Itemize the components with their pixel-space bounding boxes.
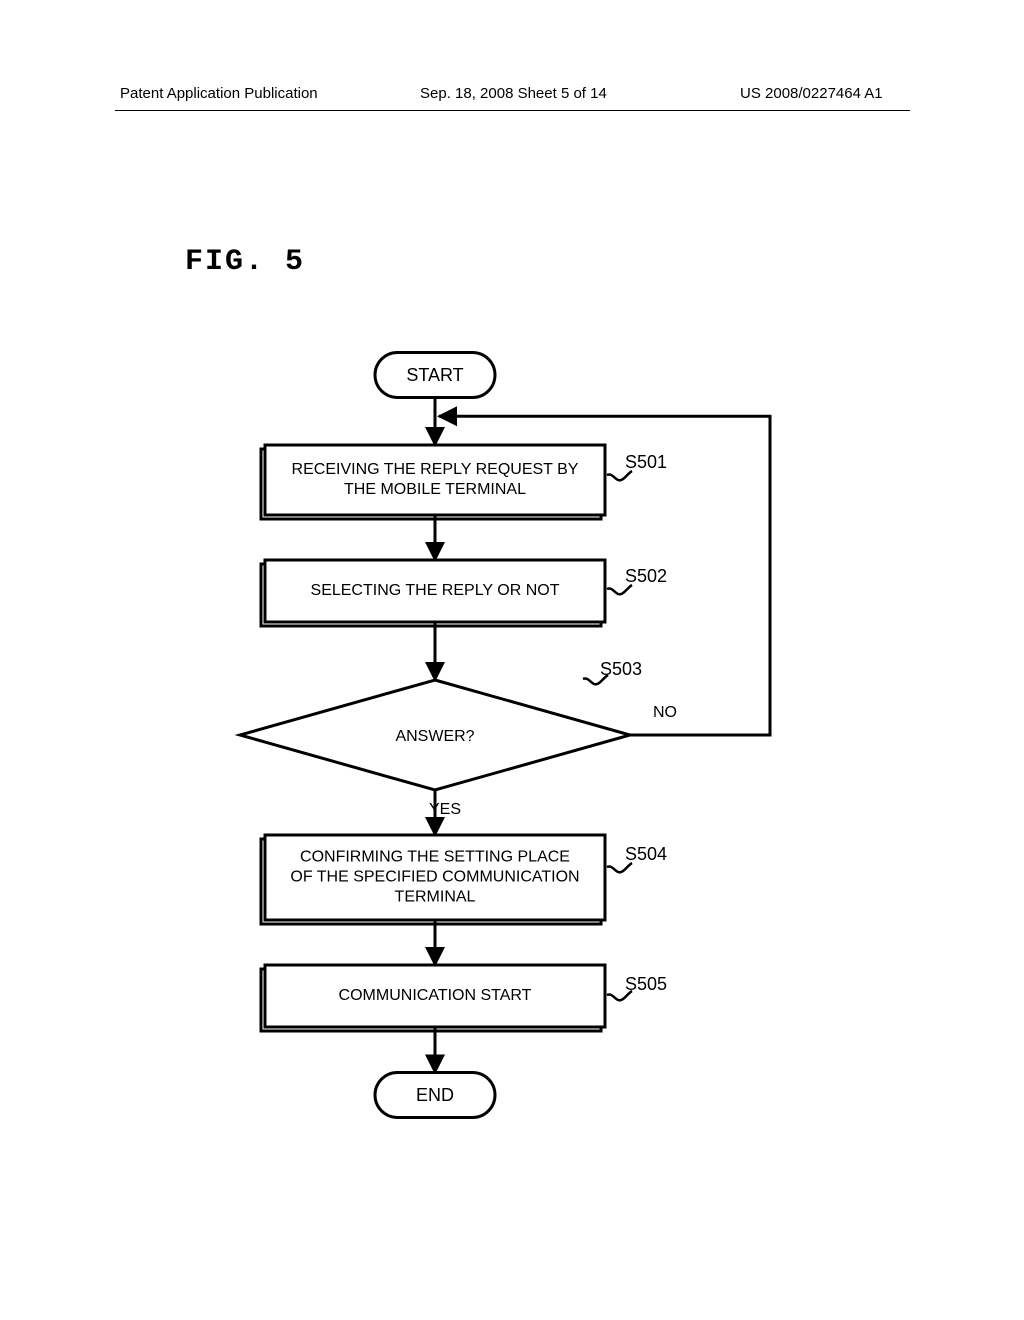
svg-text:S502: S502 xyxy=(625,566,667,586)
header-pub-number: US 2008/0227464 A1 xyxy=(740,85,883,102)
svg-text:NO: NO xyxy=(653,704,677,721)
svg-text:YES: YES xyxy=(429,801,461,818)
svg-text:THE MOBILE TERMINAL: THE MOBILE TERMINAL xyxy=(344,481,526,498)
figure-title: FIG. 5 xyxy=(185,245,305,279)
svg-text:END: END xyxy=(416,1085,454,1105)
header-date-sheet: Sep. 18, 2008 Sheet 5 of 14 xyxy=(420,85,607,102)
svg-text:CONFIRMING THE SETTING PLACE: CONFIRMING THE SETTING PLACE xyxy=(300,849,570,866)
svg-text:START: START xyxy=(406,365,463,385)
svg-text:S504: S504 xyxy=(625,844,667,864)
header-publication: Patent Application Publication xyxy=(120,85,318,102)
flowchart: START RECEIVING THE REPLY REQUEST BY THE M… xyxy=(225,345,825,1145)
svg-text:OF THE SPECIFIED COMMUNICATION: OF THE SPECIFIED COMMUNICATION xyxy=(290,869,579,886)
svg-text:COMMUNICATION START: COMMUNICATION START xyxy=(339,987,532,1004)
svg-text:ANSWER?: ANSWER? xyxy=(395,728,474,745)
svg-text:S501: S501 xyxy=(625,452,667,472)
svg-text:S505: S505 xyxy=(625,974,667,994)
header-rule xyxy=(115,110,910,111)
svg-text:SELECTING THE REPLY OR NOT: SELECTING THE REPLY OR NOT xyxy=(311,582,560,599)
svg-text:TERMINAL: TERMINAL xyxy=(395,889,476,906)
svg-text:RECEIVING THE REPLY REQUEST BY: RECEIVING THE REPLY REQUEST BY xyxy=(292,461,579,478)
svg-text:S503: S503 xyxy=(600,659,642,679)
